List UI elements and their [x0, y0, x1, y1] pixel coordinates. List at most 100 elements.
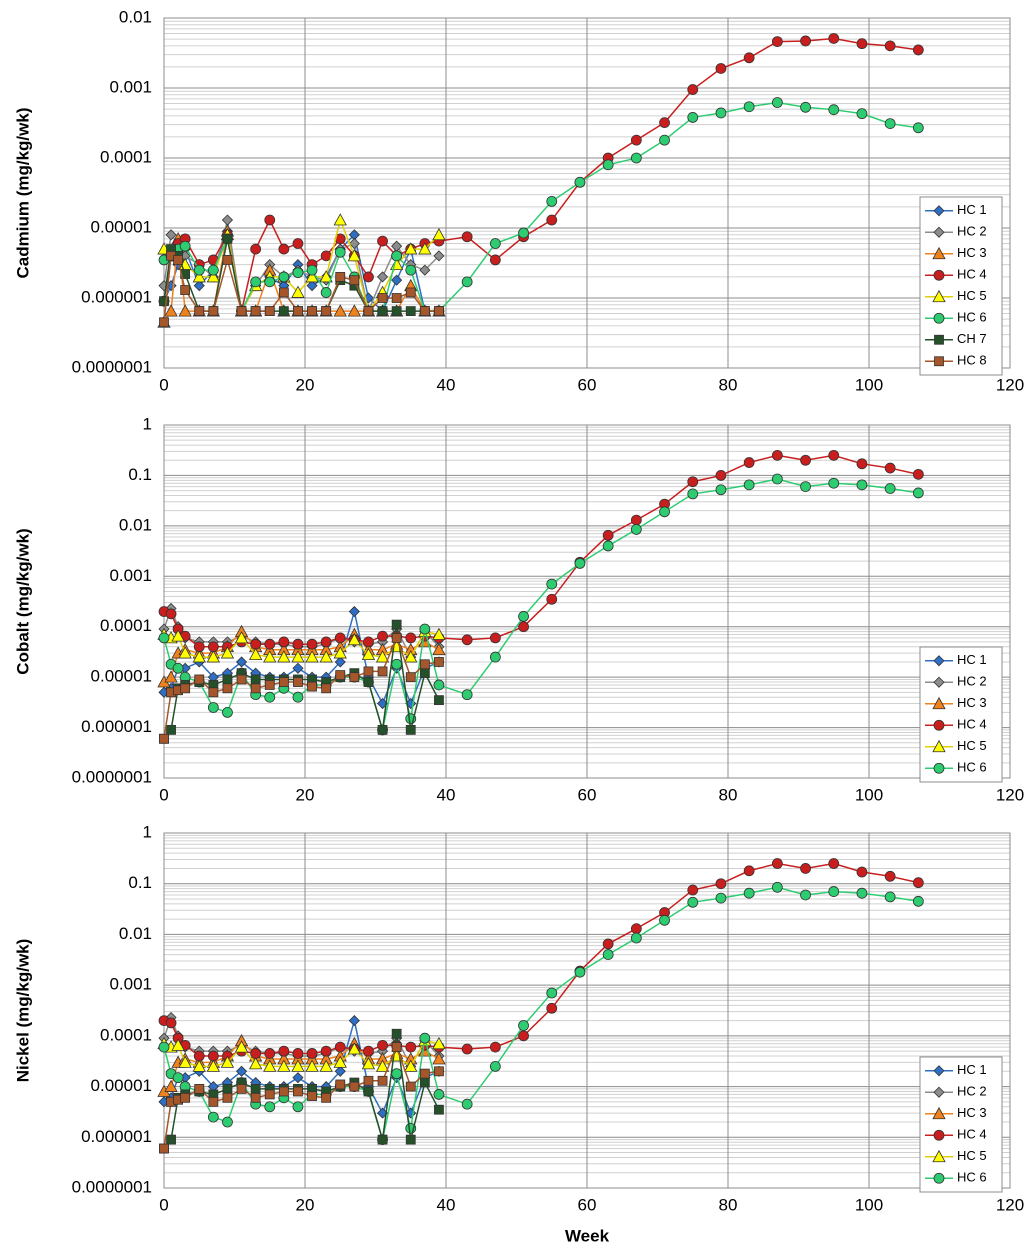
y-tick-label: 0.0000001	[72, 1177, 152, 1196]
y-tick-label: 1	[143, 822, 152, 841]
marker	[319, 1059, 333, 1072]
marker	[602, 159, 614, 171]
legend-label: HC 6	[957, 1170, 987, 1185]
legend-label: HC 3	[957, 245, 987, 260]
marker	[320, 1045, 332, 1057]
series-line	[163, 217, 440, 314]
y-tick-label: 0.000001	[81, 717, 152, 736]
marker	[333, 213, 347, 226]
marker	[363, 1075, 374, 1086]
marker	[377, 306, 388, 316]
legend-marker	[933, 205, 945, 217]
marker	[405, 672, 416, 683]
marker	[222, 706, 233, 718]
y-tick-label: 0.1	[128, 465, 152, 484]
marker	[178, 646, 192, 659]
marker	[434, 1104, 444, 1115]
marker	[602, 529, 614, 541]
marker	[305, 270, 319, 283]
legend-marker	[933, 655, 945, 667]
marker	[349, 275, 360, 286]
x-tick-label: 80	[719, 1195, 738, 1214]
marker	[771, 858, 783, 869]
marker	[292, 662, 304, 674]
marker	[194, 306, 205, 316]
marker	[602, 949, 614, 961]
y-tick-label: 1	[143, 414, 152, 433]
marker	[856, 479, 868, 491]
marker	[518, 611, 529, 622]
marker	[363, 271, 374, 283]
marker	[363, 677, 374, 687]
marker	[433, 1089, 445, 1100]
series-line	[163, 1045, 440, 1149]
marker	[292, 638, 304, 650]
marker	[222, 1083, 233, 1094]
marker	[319, 650, 333, 663]
marker	[222, 674, 233, 685]
marker	[659, 117, 670, 129]
marker	[292, 1101, 304, 1113]
x-tick-label: 20	[296, 1195, 315, 1214]
marker	[305, 1059, 319, 1072]
marker	[208, 1096, 219, 1107]
marker	[293, 677, 303, 687]
marker	[461, 1043, 473, 1055]
marker	[307, 306, 317, 316]
marker	[236, 674, 247, 685]
marker	[264, 1089, 275, 1100]
legend-box	[919, 1056, 1003, 1193]
marker	[602, 938, 614, 950]
y-tick-label: 0.0001	[100, 1025, 152, 1044]
marker	[363, 1086, 374, 1097]
x-tick-label: 60	[578, 1195, 597, 1214]
marker	[659, 506, 670, 518]
marker	[278, 636, 290, 648]
y-axis-label: Cobalt (mg/kg/wk)	[13, 528, 32, 674]
marker	[264, 680, 275, 690]
legend-marker	[933, 719, 945, 731]
marker	[293, 1086, 303, 1097]
marker	[220, 646, 235, 659]
marker	[856, 866, 868, 878]
marker	[291, 285, 305, 298]
marker	[334, 1065, 346, 1077]
marker	[405, 1041, 417, 1053]
marker	[630, 923, 642, 935]
panel: 0.0000001 0.000001 0.00001 0.0001 0.001 0.01 0…	[13, 822, 1024, 1245]
marker	[404, 650, 418, 663]
marker	[912, 468, 924, 480]
x-tick-label: 120	[996, 375, 1024, 394]
marker	[159, 317, 169, 328]
marker	[546, 593, 558, 605]
legend-marker	[933, 676, 945, 688]
marker	[715, 107, 727, 119]
marker	[178, 304, 192, 317]
marker	[828, 477, 840, 489]
marker	[172, 1072, 184, 1084]
marker	[206, 270, 221, 283]
x-tick-label: 80	[719, 785, 738, 804]
marker	[250, 1092, 261, 1103]
x-tick-label: 80	[719, 375, 738, 394]
panel: 0.0000001 0.000001 0.00001 0.0001 0.001 0.01 0…	[13, 7, 1024, 394]
series-line	[163, 630, 440, 659]
marker	[391, 250, 403, 262]
marker	[319, 270, 333, 283]
marker	[405, 306, 416, 316]
marker	[292, 691, 304, 703]
legend-label: HC 1	[957, 652, 987, 667]
marker	[173, 255, 184, 265]
marker	[391, 633, 402, 643]
legend-marker	[933, 1172, 945, 1184]
marker	[432, 227, 446, 241]
legend-marker	[934, 334, 944, 345]
series-line	[163, 1039, 440, 1068]
x-tick-label: 60	[578, 375, 597, 394]
marker	[432, 1052, 446, 1065]
marker	[461, 231, 473, 243]
marker	[489, 1060, 501, 1072]
marker	[250, 1083, 261, 1094]
legend-label: HC 8	[957, 353, 987, 368]
marker	[828, 886, 840, 897]
